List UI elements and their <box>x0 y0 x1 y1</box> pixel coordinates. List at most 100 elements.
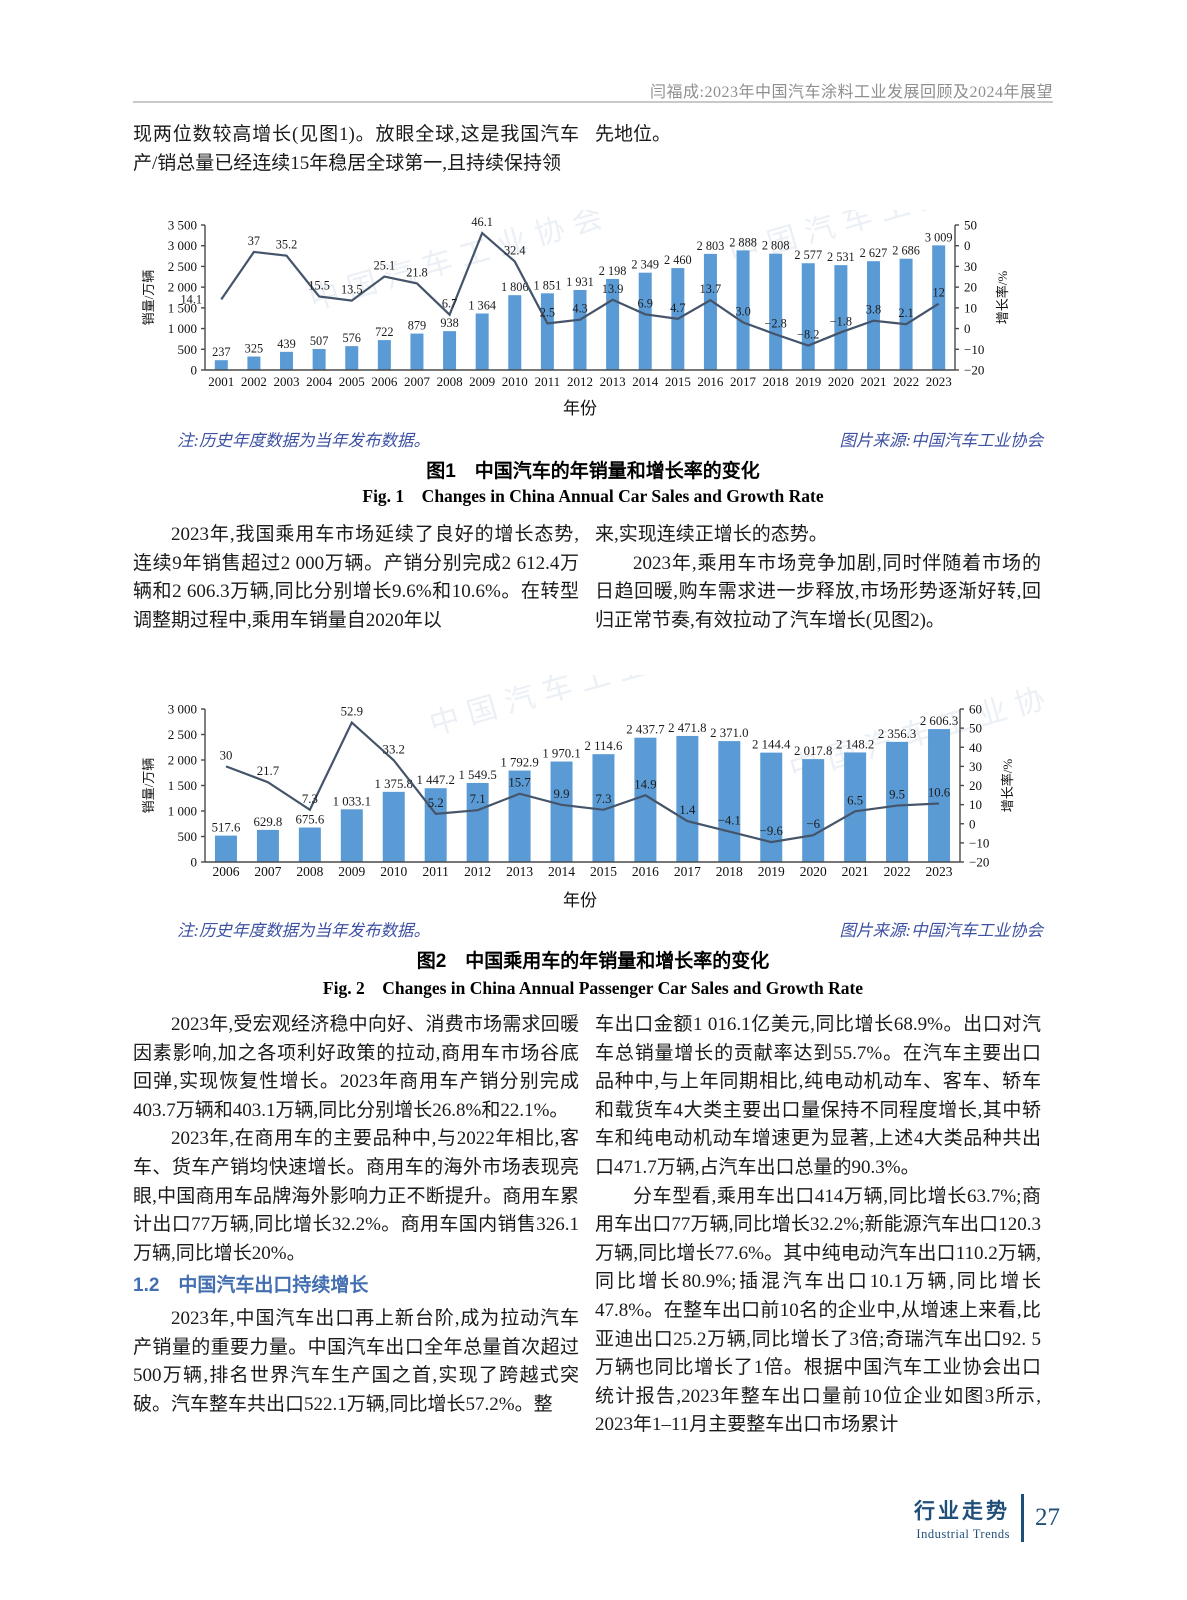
figure1-note-row: 注:历史年度数据为当年发布数据。 图片来源:中国汽车工业协会 <box>177 427 1043 451</box>
bar-2001 <box>214 360 228 370</box>
svg-text:50: 50 <box>969 721 982 736</box>
svg-text:1 500: 1 500 <box>168 300 197 315</box>
axes <box>201 224 959 371</box>
page-number: 27 <box>1035 1504 1060 1531</box>
bar-2008 <box>298 827 321 862</box>
bar-2007 <box>256 829 279 862</box>
svg-text:2015: 2015 <box>665 374 691 389</box>
left-axis-title: 销量/万辆 <box>141 270 156 326</box>
svg-text:2001: 2001 <box>208 374 234 389</box>
svg-text:1 375.8: 1 375.8 <box>375 777 413 791</box>
svg-text:2018: 2018 <box>763 374 789 389</box>
right-axis-ticks: 60 50 40 30 20 10 0 −10 −20 <box>969 702 989 870</box>
svg-text:2005: 2005 <box>339 374 365 389</box>
svg-text:32.4: 32.4 <box>504 243 526 257</box>
page-footer: 行业走势 Industrial Trends 27 <box>900 1494 1060 1542</box>
sales-bars <box>214 245 946 370</box>
svg-text:30: 30 <box>964 259 977 274</box>
svg-text:2 531: 2 531 <box>827 250 855 264</box>
svg-text:50: 50 <box>964 218 977 233</box>
svg-text:2 888: 2 888 <box>729 235 757 249</box>
figure1-source: 图片来源:中国汽车工业协会 <box>839 431 1044 450</box>
svg-text:2 460: 2 460 <box>664 253 692 267</box>
bar-2006 <box>377 340 391 370</box>
svg-text:2021: 2021 <box>860 374 886 389</box>
svg-text:60: 60 <box>969 702 982 717</box>
svg-text:2011: 2011 <box>535 374 561 389</box>
svg-text:2004: 2004 <box>306 374 333 389</box>
svg-text:2023: 2023 <box>926 374 952 389</box>
svg-text:2016: 2016 <box>697 374 724 389</box>
bar-2010 <box>508 295 522 370</box>
svg-text:325: 325 <box>245 342 263 356</box>
svg-text:2017: 2017 <box>730 374 757 389</box>
svg-text:0: 0 <box>964 238 971 253</box>
svg-text:−20: −20 <box>964 363 984 378</box>
svg-text:5.2: 5.2 <box>428 796 444 810</box>
svg-text:2 437.7: 2 437.7 <box>626 723 665 737</box>
svg-text:2012: 2012 <box>464 864 491 879</box>
svg-text:576: 576 <box>343 331 361 345</box>
svg-text:2014: 2014 <box>548 864 575 879</box>
bar-2011 <box>540 293 554 370</box>
svg-text:2007: 2007 <box>254 864 281 879</box>
svg-text:2 000: 2 000 <box>168 280 197 295</box>
svg-text:−4.1: −4.1 <box>718 814 741 828</box>
bar-2023 <box>932 245 946 370</box>
svg-text:1.4: 1.4 <box>679 803 696 817</box>
svg-text:1 851: 1 851 <box>534 278 562 292</box>
bar-2022 <box>886 741 909 862</box>
footer-divider <box>1021 1494 1024 1542</box>
svg-text:2022: 2022 <box>884 864 911 879</box>
axes <box>201 708 964 863</box>
paragraph: 来,实现连续正增长的态势。 <box>595 524 828 545</box>
svg-text:2018: 2018 <box>716 864 743 879</box>
svg-text:4.7: 4.7 <box>670 301 685 315</box>
svg-text:−10: −10 <box>969 835 989 850</box>
svg-text:1 500: 1 500 <box>168 778 197 793</box>
svg-text:1 000: 1 000 <box>168 321 197 336</box>
svg-text:3.0: 3.0 <box>735 304 750 318</box>
bar-2013 <box>508 770 531 862</box>
svg-text:2 686: 2 686 <box>892 244 920 258</box>
svg-text:2 349: 2 349 <box>631 258 659 272</box>
svg-text:2007: 2007 <box>404 374 431 389</box>
svg-text:2 471.8: 2 471.8 <box>668 721 706 735</box>
figure2-xaxis-label: 年份 <box>563 891 597 910</box>
svg-text:33.2: 33.2 <box>383 742 405 756</box>
svg-text:12: 12 <box>933 286 945 300</box>
paragraph: 2023年,受宏观经济稳中向好、消费市场需求回暖因素影响,加之各项利好政策的拉动… <box>133 1014 579 1121</box>
svg-text:10.6: 10.6 <box>928 785 951 799</box>
line-value-labels: 30 21.7 7.3 52.9 33.2 5.2 7.1 15.7 9.9 7.3 14.9 1.4… <box>220 705 951 839</box>
bar-2014 <box>550 761 573 862</box>
svg-text:2016: 2016 <box>632 864 659 879</box>
svg-text:2 144.4: 2 144.4 <box>752 738 791 752</box>
footer-section-en: Industrial Trends <box>916 1526 1010 1541</box>
svg-text:879: 879 <box>408 319 426 333</box>
bottom-left-column: 2023年,受宏观经济稳中向好、消费市场需求回暖因素影响,加之各项利好政策的拉动… <box>133 1011 579 1419</box>
figure1-xaxis-label: 年份 <box>563 399 597 418</box>
bar-2014 <box>638 272 652 370</box>
svg-text:2 017.8: 2 017.8 <box>794 744 832 758</box>
svg-text:3 500: 3 500 <box>168 218 197 233</box>
right-axis-title: 增长率/% <box>1000 759 1015 813</box>
svg-text:2 627: 2 627 <box>860 246 888 260</box>
bar-2016 <box>634 737 657 862</box>
paragraph: 分车型看,乘用车出口414万辆,同比增长63.7%;商用车出口77万辆,同比增长… <box>595 1185 1041 1436</box>
svg-text:629.8: 629.8 <box>254 815 283 829</box>
svg-text:2 500: 2 500 <box>168 259 197 274</box>
bar-2017 <box>676 735 699 862</box>
bar-2016 <box>703 253 717 370</box>
figure2-note-row: 注:历史年度数据为当年发布数据。 图片来源:中国汽车工业协会 <box>177 917 1043 941</box>
svg-text:2 371.0: 2 371.0 <box>710 726 748 740</box>
intro-right-column: 先地位。 <box>595 121 1041 150</box>
paragraph: 2023年,中国汽车出口再上新台阶,成为拉动汽车产销量的重要力量。中国汽车出口全… <box>133 1307 579 1415</box>
bar-2021 <box>866 261 880 370</box>
svg-text:−8.2: −8.2 <box>797 328 819 342</box>
svg-text:507: 507 <box>310 334 328 348</box>
svg-text:1 447.2: 1 447.2 <box>416 773 454 787</box>
bar-value-labels: 237 325 439 507 576 722 879 938 1 364 1 806 1 851 1… <box>212 230 952 359</box>
svg-text:10: 10 <box>964 300 977 315</box>
svg-text:2003: 2003 <box>274 374 300 389</box>
